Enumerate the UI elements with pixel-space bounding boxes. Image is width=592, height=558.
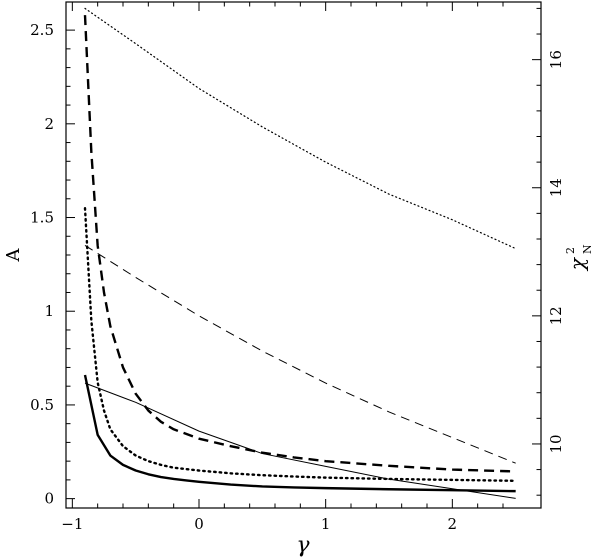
x-tick-label: 2 xyxy=(448,515,458,533)
y-axis-right-label-sup: 2 xyxy=(564,247,577,254)
y-right-tick-label: 16 xyxy=(547,50,565,69)
series-line-thin-solid xyxy=(84,382,516,499)
y-left-tick-label: 2.5 xyxy=(30,21,54,39)
y-left-tick-label: 1.5 xyxy=(30,209,54,227)
svg-text:χ: χ xyxy=(565,256,589,272)
y-left-tick-label: 1 xyxy=(44,302,54,320)
y-left-tick-label: 0.5 xyxy=(30,396,54,414)
series-line-thick-dotted xyxy=(83,206,517,483)
series-line-thin-dotted xyxy=(84,7,517,250)
y-right-tick-label: 12 xyxy=(547,306,565,325)
y-left-tick-label: 0 xyxy=(44,490,54,508)
series-line-thin-dashed xyxy=(84,244,516,464)
x-tick-label: −1 xyxy=(61,515,83,533)
y-axis-right-label-sub: N xyxy=(581,244,592,254)
series-line-thick-solid xyxy=(83,374,516,493)
y-axis-left-label: A xyxy=(3,248,24,263)
series-layer xyxy=(83,7,517,499)
x-axis-label: γ xyxy=(296,533,310,558)
y-left-tick-label: 2 xyxy=(44,115,54,133)
y-axis-right-label: χ 2 N xyxy=(564,244,592,272)
y-right-tick-label: 10 xyxy=(547,434,565,453)
series-line-thick-dashed xyxy=(83,15,516,473)
axis-ticks xyxy=(66,2,541,508)
y-axis-right-label-main: χ xyxy=(565,256,589,272)
plot-frame xyxy=(65,1,542,509)
x-tick-label: 1 xyxy=(321,515,331,533)
y-right-tick-label: 14 xyxy=(547,178,565,197)
x-tick-label: 0 xyxy=(194,515,204,533)
